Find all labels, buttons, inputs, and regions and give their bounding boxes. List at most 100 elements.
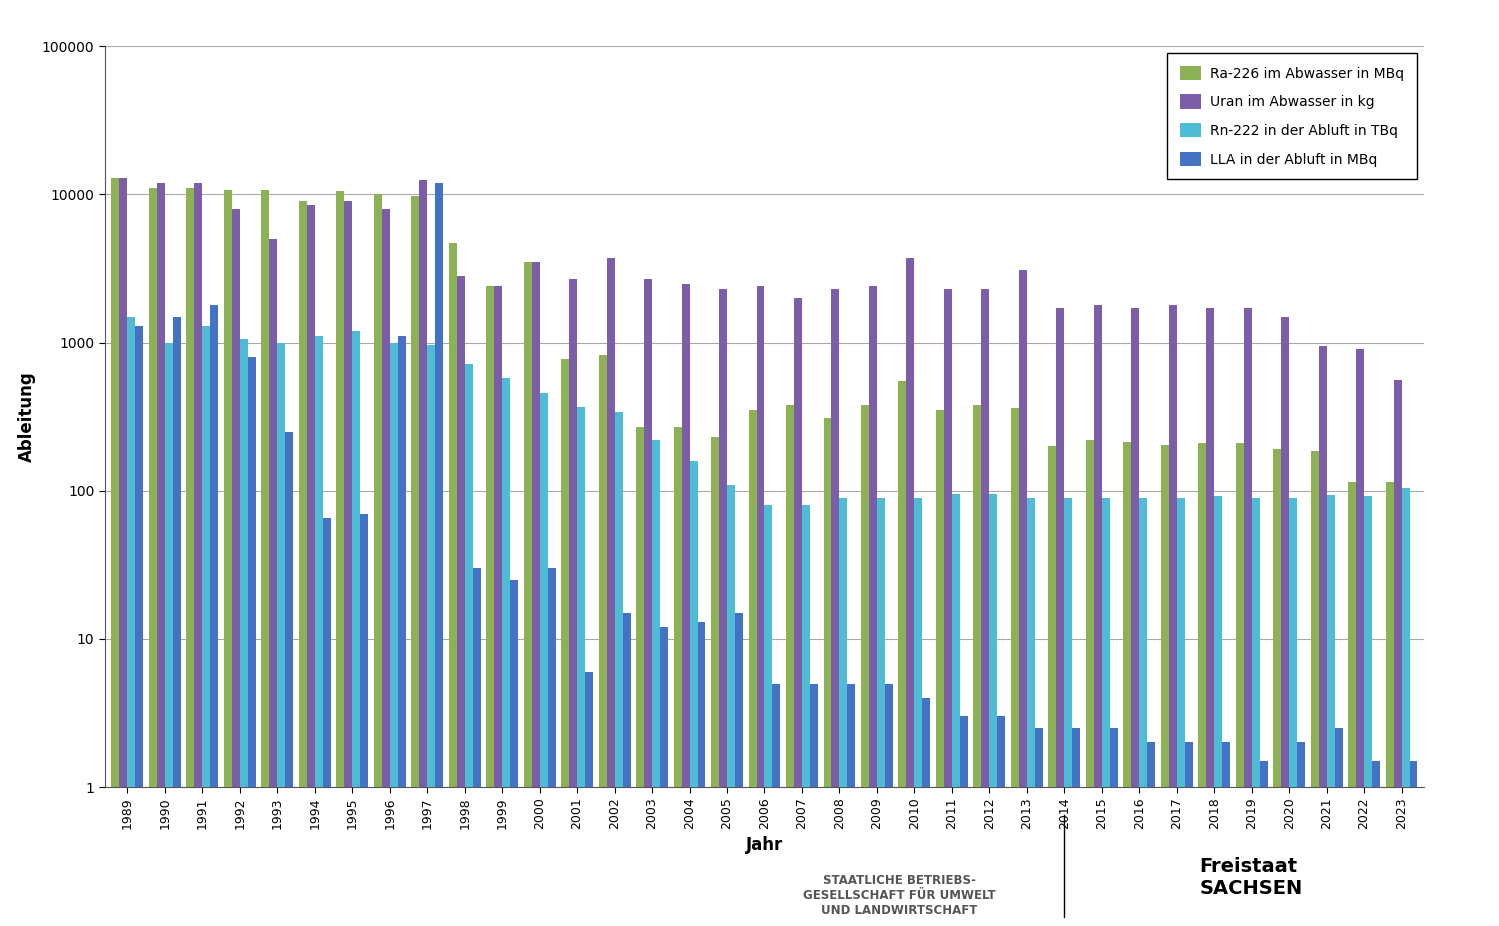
Bar — [1198, 443, 1207, 926]
Bar — [1319, 346, 1327, 926]
Bar — [148, 188, 157, 926]
Bar — [847, 683, 856, 926]
Bar — [510, 580, 519, 926]
Bar — [660, 627, 669, 926]
Bar — [959, 717, 968, 926]
Bar — [1289, 497, 1297, 926]
Text: Freistaat
SACHSEN: Freistaat SACHSEN — [1199, 857, 1303, 898]
Bar — [802, 506, 809, 926]
Bar — [1357, 349, 1364, 926]
Y-axis label: Ableitung: Ableitung — [18, 371, 36, 462]
Bar — [157, 182, 165, 926]
Bar — [727, 484, 735, 926]
Bar — [307, 205, 315, 926]
Bar — [411, 195, 420, 926]
Bar — [435, 182, 444, 926]
Bar — [748, 410, 757, 926]
Bar — [997, 717, 1006, 926]
Bar — [839, 497, 847, 926]
Bar — [1222, 743, 1231, 926]
Bar — [285, 432, 294, 926]
Bar — [427, 345, 435, 926]
Bar — [1334, 728, 1343, 926]
Bar — [270, 239, 277, 926]
Bar — [390, 343, 397, 926]
Bar — [1064, 497, 1072, 926]
Bar — [495, 286, 502, 926]
X-axis label: Jahr: Jahr — [747, 836, 782, 855]
Bar — [523, 262, 532, 926]
Bar — [1385, 482, 1394, 926]
Bar — [1057, 308, 1064, 926]
Bar — [1132, 308, 1139, 926]
Bar — [577, 407, 585, 926]
Bar — [1259, 761, 1268, 926]
Bar — [1123, 442, 1132, 926]
Bar — [1235, 443, 1244, 926]
Bar — [1348, 482, 1357, 926]
Bar — [973, 405, 982, 926]
Bar — [794, 298, 802, 926]
Bar — [764, 506, 772, 926]
Bar — [1034, 728, 1043, 926]
Bar — [1184, 743, 1193, 926]
Bar — [1297, 743, 1306, 926]
Bar — [982, 289, 989, 926]
Bar — [547, 569, 556, 926]
Bar — [420, 180, 427, 926]
Bar — [720, 289, 727, 926]
Bar — [1147, 743, 1156, 926]
Bar — [457, 276, 465, 926]
Bar — [532, 262, 540, 926]
Bar — [877, 497, 884, 926]
Bar — [261, 190, 270, 926]
Bar — [935, 410, 944, 926]
Bar — [1310, 451, 1319, 926]
Bar — [1048, 446, 1057, 926]
Bar — [322, 519, 331, 926]
Bar — [1160, 444, 1169, 926]
Bar — [1273, 449, 1282, 926]
Bar — [772, 683, 781, 926]
Bar — [1177, 497, 1184, 926]
Bar — [989, 494, 997, 926]
Bar — [735, 613, 744, 926]
Bar — [1169, 305, 1177, 926]
Bar — [1139, 497, 1147, 926]
Bar — [884, 683, 893, 926]
Bar — [944, 289, 952, 926]
Bar — [360, 514, 369, 926]
Bar — [914, 497, 922, 926]
Bar — [1327, 495, 1334, 926]
Bar — [502, 378, 510, 926]
Bar — [1102, 497, 1109, 926]
Bar — [210, 305, 219, 926]
Bar — [1072, 728, 1081, 926]
Bar — [607, 258, 615, 926]
Bar — [645, 279, 652, 926]
Bar — [652, 440, 660, 926]
Bar — [1372, 761, 1381, 926]
Bar — [757, 286, 764, 926]
Bar — [1094, 305, 1102, 926]
Bar — [1282, 317, 1289, 926]
Bar — [315, 336, 322, 926]
Bar — [615, 412, 622, 926]
Bar — [809, 683, 818, 926]
Bar — [622, 613, 631, 926]
Bar — [240, 340, 247, 926]
Bar — [298, 201, 307, 926]
Bar — [345, 201, 352, 926]
Bar — [598, 355, 607, 926]
Bar — [223, 190, 232, 926]
Bar — [352, 331, 360, 926]
Bar — [1409, 761, 1418, 926]
Bar — [195, 182, 202, 926]
Bar — [373, 194, 382, 926]
Bar — [111, 178, 120, 926]
Bar — [1010, 408, 1019, 926]
Bar — [561, 358, 570, 926]
Bar — [1214, 496, 1222, 926]
Bar — [1402, 488, 1409, 926]
Bar — [1109, 728, 1118, 926]
